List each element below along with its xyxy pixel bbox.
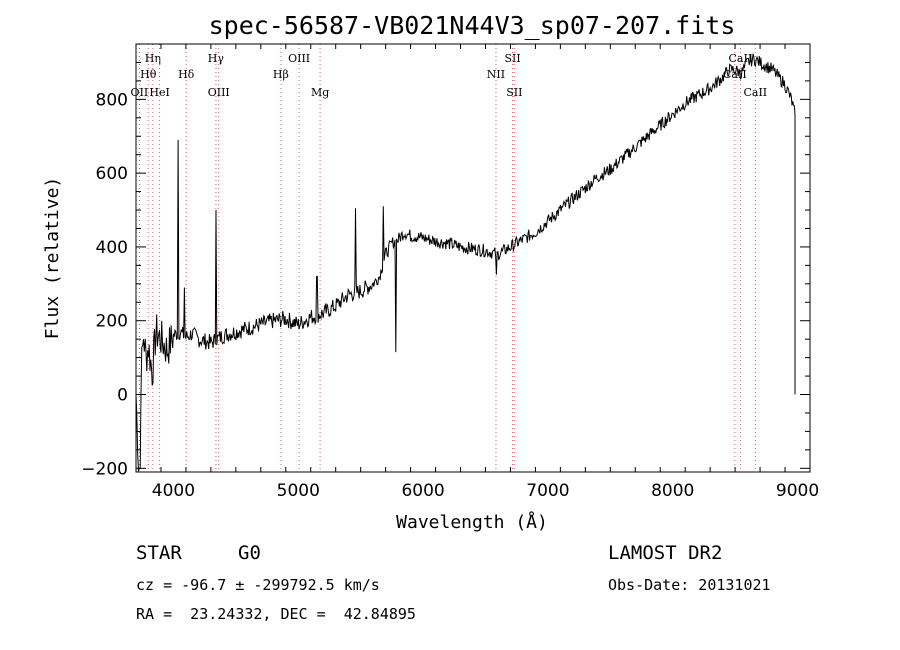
- survey-name: LAMOST DR2: [608, 542, 723, 564]
- spectral-line-label: SII: [504, 52, 520, 65]
- x-tick-label: 8000: [651, 481, 694, 501]
- axis-ticks: 4000 5000 6000 7000 8000 9000 −200 0 200 400 600 80…: [81, 44, 819, 501]
- y-tick-label: 400: [96, 238, 128, 258]
- y-tick-label: 0: [117, 386, 128, 406]
- spectral-line-label: Mg: [311, 86, 329, 99]
- spectral-lines-layer: OIIHθHηHeIHδHγOIIIHβOIIIMgNIISIISIICaIIC…: [131, 44, 767, 472]
- obs-date: Obs-Date: 20131021: [608, 576, 771, 594]
- x-tick-label: 4000: [152, 481, 195, 501]
- y-tick-label: 600: [96, 164, 128, 184]
- spectral-line-label: Hγ: [208, 52, 225, 65]
- spectral-line-label: Hη: [145, 52, 161, 65]
- y-tick-label: −200: [81, 459, 128, 479]
- spectral-line-label: CaII: [743, 86, 767, 99]
- spectral-line-label: Hθ: [140, 68, 157, 81]
- y-axis-label: Flux (relative): [42, 177, 63, 340]
- subclass: G0: [238, 542, 261, 564]
- x-tick-label: 7000: [526, 481, 569, 501]
- spectral-line-label: NII: [487, 68, 505, 81]
- spectrum-line: [135, 53, 796, 472]
- y-tick-label: 200: [96, 312, 128, 332]
- spectral-line-label: Hβ: [273, 68, 289, 81]
- redshift-text: cz = -96.7 ± -299792.5 km/s: [136, 576, 380, 594]
- spectral-line-label: OIII: [288, 52, 310, 65]
- coordinates: RA = 23.24332, DEC = 42.84895: [136, 605, 416, 623]
- chart-title: spec-56587-VB021N44V3_sp07-207.fits: [209, 11, 736, 40]
- x-axis-label: Wavelength (Å): [396, 511, 548, 533]
- spectral-line-label: Hδ: [178, 68, 195, 81]
- spectral-line-label: SII: [506, 86, 522, 99]
- spectral-line-label: CaII: [729, 52, 753, 65]
- x-tick-label: 5000: [277, 481, 320, 501]
- object-class: STAR: [136, 542, 182, 564]
- y-tick-label: 800: [96, 90, 128, 110]
- x-tick-label: 6000: [401, 481, 444, 501]
- spectral-line-label: OII: [131, 86, 149, 99]
- spectral-line-label: HeI: [149, 86, 169, 99]
- spectral-line-label: OIII: [208, 86, 230, 99]
- x-tick-label: 9000: [776, 481, 819, 501]
- plot-frame: [135, 43, 811, 473]
